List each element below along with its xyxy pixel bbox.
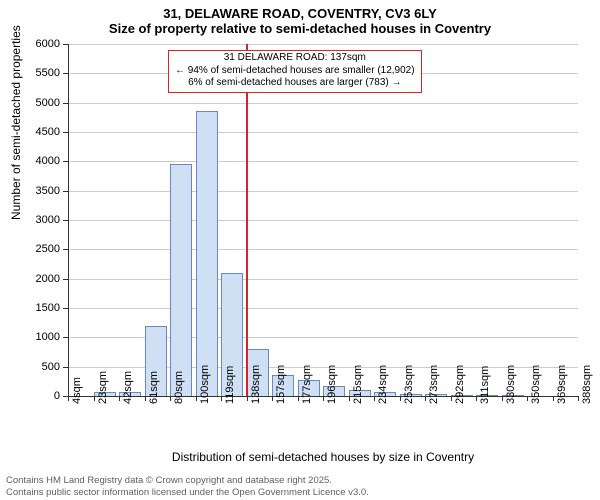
gridline-y [68, 308, 578, 309]
gridline-y [68, 161, 578, 162]
x-tick-label: 311sqm [479, 366, 491, 404]
x-tick-label: 273sqm [428, 365, 440, 404]
y-tick-label: 5500 [36, 67, 60, 79]
y-tick-label: 3500 [36, 185, 60, 197]
y-tick-label: 4500 [36, 126, 60, 138]
gridline-y [68, 132, 578, 133]
x-tick-label: 215sqm [352, 365, 364, 404]
x-tick-mark [349, 396, 350, 401]
x-tick-label: 369sqm [556, 365, 568, 404]
x-tick-mark [476, 396, 477, 401]
x-tick-mark [68, 396, 69, 401]
x-tick-mark [527, 396, 528, 401]
x-tick-mark [578, 396, 579, 401]
chart-title-block: 31, DELAWARE ROAD, COVENTRY, CV3 6LY Siz… [0, 0, 600, 36]
x-tick-label: 23sqm [97, 371, 109, 404]
plot-area: 0500100015002000250030003500400045005000… [68, 44, 578, 396]
y-tick-label: 1000 [36, 331, 60, 343]
annotation-line: 6% of semi-detached houses are larger (7… [175, 77, 415, 90]
x-tick-mark [119, 396, 120, 401]
y-axis-label: Number of semi-detached properties [9, 25, 23, 220]
x-tick-label: 138sqm [250, 365, 262, 404]
annotation-box: 31 DELAWARE ROAD: 137sqm← 94% of semi-de… [168, 50, 422, 93]
x-tick-label: 253sqm [403, 365, 415, 404]
y-tick-label: 2500 [36, 243, 60, 255]
chart-title-line1: 31, DELAWARE ROAD, COVENTRY, CV3 6LY [0, 6, 600, 21]
histogram-bar [196, 111, 218, 396]
y-tick-label: 6000 [36, 38, 60, 50]
x-tick-mark [451, 396, 452, 401]
x-tick-mark [323, 396, 324, 401]
y-tick-label: 5000 [36, 97, 60, 109]
y-tick-label: 4000 [36, 155, 60, 167]
x-tick-label: 350sqm [530, 365, 542, 404]
histogram-bar [170, 164, 192, 396]
x-tick-mark [94, 396, 95, 401]
x-tick-label: 196sqm [326, 365, 338, 404]
x-tick-mark [400, 396, 401, 401]
footer-line1: Contains HM Land Registry data © Crown c… [6, 475, 369, 486]
x-tick-mark [272, 396, 273, 401]
x-tick-mark [298, 396, 299, 401]
x-tick-label: 100sqm [199, 365, 211, 404]
x-tick-label: 177sqm [301, 365, 313, 404]
x-tick-mark [502, 396, 503, 401]
x-tick-label: 80sqm [173, 371, 185, 404]
x-tick-mark [553, 396, 554, 401]
x-tick-mark [196, 396, 197, 401]
x-tick-label: 157sqm [275, 365, 287, 404]
x-tick-label: 119sqm [224, 366, 236, 404]
x-axis-label: Distribution of semi-detached houses by … [68, 450, 578, 464]
x-tick-mark [425, 396, 426, 401]
gridline-y [68, 191, 578, 192]
chart-title-line2: Size of property relative to semi-detach… [0, 21, 600, 36]
footer-attribution: Contains HM Land Registry data © Crown c… [6, 475, 369, 498]
x-tick-label: 4sqm [71, 377, 83, 404]
gridline-y [68, 279, 578, 280]
annotation-line: 31 DELAWARE ROAD: 137sqm [175, 52, 415, 65]
annotation-line: ← 94% of semi-detached houses are smalle… [175, 65, 415, 78]
gridline-y [68, 103, 578, 104]
x-tick-label: 234sqm [377, 365, 389, 404]
chart-area: 0500100015002000250030003500400045005000… [68, 44, 578, 432]
x-tick-mark [247, 396, 248, 401]
y-tick-label: 500 [42, 361, 60, 373]
x-tick-mark [221, 396, 222, 401]
x-tick-label: 388sqm [581, 365, 593, 404]
x-tick-label: 292sqm [454, 365, 466, 404]
footer-line2: Contains public sector information licen… [6, 487, 369, 498]
x-tick-mark [170, 396, 171, 401]
x-tick-mark [374, 396, 375, 401]
x-tick-label: 61sqm [148, 371, 160, 404]
x-tick-label: 42sqm [122, 371, 134, 404]
gridline-y [68, 44, 578, 45]
gridline-y [68, 220, 578, 221]
y-tick-label: 0 [54, 390, 60, 402]
y-tick-label: 1500 [36, 302, 60, 314]
y-tick-label: 2000 [36, 273, 60, 285]
y-axis-line [68, 44, 69, 396]
gridline-y [68, 249, 578, 250]
x-tick-label: 330sqm [505, 365, 517, 404]
y-tick-label: 3000 [36, 214, 60, 226]
property-marker-line [246, 44, 248, 396]
x-tick-mark [145, 396, 146, 401]
